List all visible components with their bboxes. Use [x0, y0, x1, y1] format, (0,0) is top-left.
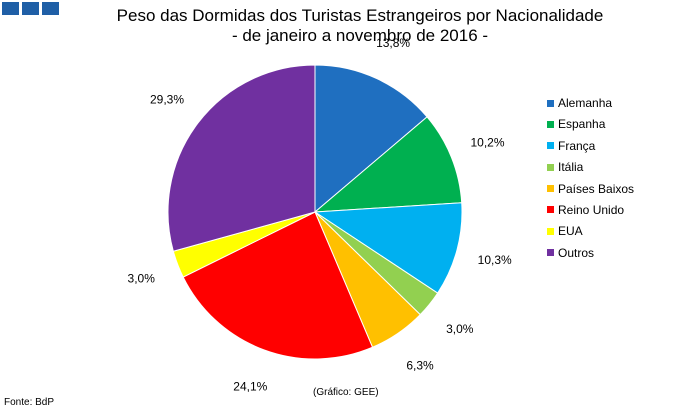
- data-label: 3,0%: [446, 322, 474, 336]
- legend-swatch: [547, 206, 554, 214]
- legend-item: França: [547, 138, 634, 154]
- pie-slice-alemanha: [314, 64, 428, 214]
- gee-logo-icon: [2, 2, 59, 15]
- pie-slice-frança: [313, 202, 463, 294]
- pie-slice-outros: [167, 64, 316, 252]
- legend-label: França: [558, 138, 596, 153]
- legend-item: Reino Unido: [547, 202, 634, 218]
- legend-item: Itália: [547, 159, 634, 175]
- legend-label: Outros: [558, 245, 595, 260]
- logo-block: [42, 2, 59, 15]
- legend-swatch: [547, 249, 554, 257]
- pie-slice-reino-unido: [182, 211, 374, 360]
- logo-block: [22, 2, 39, 15]
- data-label: 13,8%: [376, 36, 410, 50]
- chart-credit: (Gráfico: GEE): [313, 387, 379, 398]
- chart-subtitle: - de janeiro a novembro de 2016 -: [231, 26, 489, 45]
- legend-item: Espanha: [547, 116, 634, 132]
- legend-label: Itália: [558, 160, 584, 175]
- legend-item: EUA: [547, 223, 634, 239]
- legend-label: Alemanha: [558, 96, 613, 110]
- data-label: 10,3%: [478, 253, 512, 267]
- legend-label: Países Baixos: [558, 181, 635, 196]
- legend-swatch: [547, 142, 554, 150]
- legend-item: Países Baixos: [547, 181, 634, 197]
- legend-item: Alemanha: [547, 95, 634, 111]
- data-label: 10,2%: [470, 135, 504, 149]
- legend-label: Reino Unido: [558, 202, 625, 217]
- legend-swatch: [547, 99, 554, 107]
- chart-title: Peso das Dormidas dos Turistas Estrangei…: [116, 6, 604, 25]
- data-label: 24,1%: [233, 379, 267, 393]
- legend-swatch: [547, 120, 554, 128]
- data-label: 3,0%: [128, 271, 156, 285]
- data-label: 6,3%: [406, 359, 434, 373]
- legend-item: Outros: [547, 245, 634, 261]
- legend-label: Espanha: [558, 117, 606, 132]
- legend-swatch: [547, 185, 554, 193]
- logo-block: [2, 2, 19, 15]
- legend-label: EUA: [558, 224, 583, 239]
- legend-swatch: [547, 163, 554, 171]
- chart-legend: Alemanha Espanha França Itália Países Baixos…: [547, 95, 634, 266]
- source-note: Fonte: BdP: [4, 397, 55, 408]
- legend-swatch: [547, 227, 554, 235]
- pie-slice-espanha: [313, 116, 463, 213]
- data-label: 29,3%: [150, 92, 184, 106]
